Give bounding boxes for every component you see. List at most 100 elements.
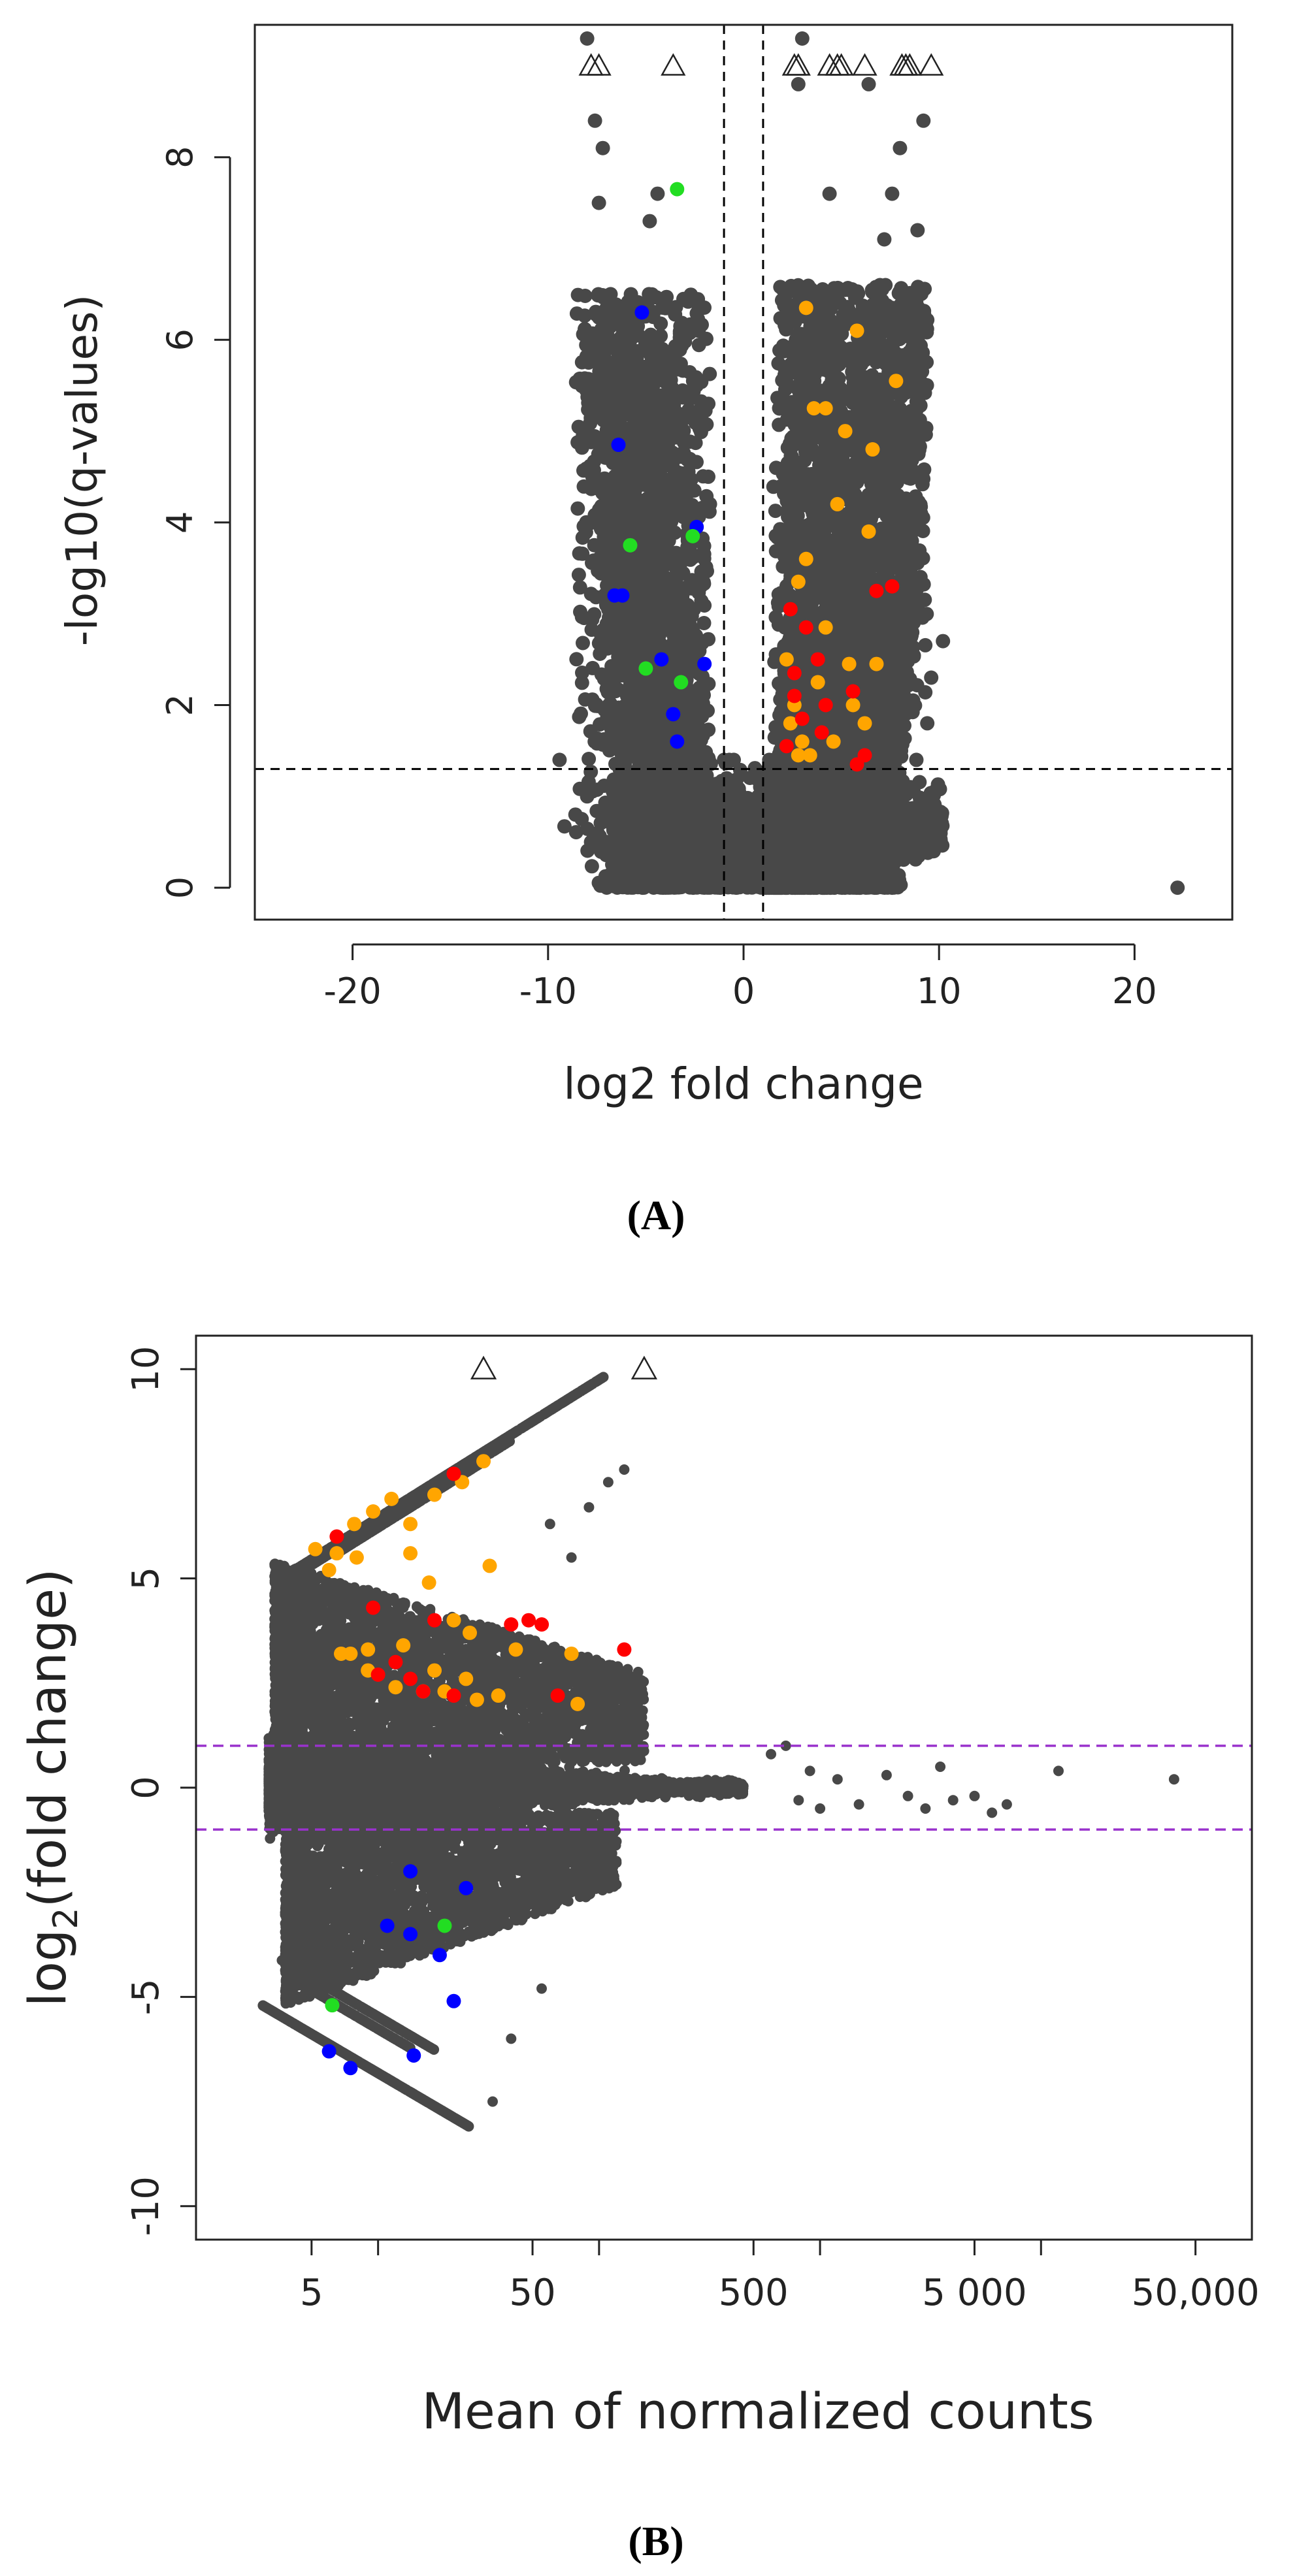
volcano-clipped-triangle-marker [785,53,811,76]
ma-highlight-point [421,1575,436,1590]
ma-highlight-point [446,1466,461,1481]
volcano-highlight-point [818,698,833,713]
volcano-highlight-point [845,698,861,713]
volcano-plot-frame [254,24,1234,921]
volcano-highlight-point [830,496,845,511]
ma-highlight-point [446,1613,461,1628]
ma-highlight-point [564,1646,579,1661]
volcano-highlight-point [806,401,821,416]
volcano-x-tick-label: 10 [917,971,962,1012]
volcano-plot-panel: -20 -10 0 10 20 0 2 4 6 8 log2 fold change -log1… [57,24,1234,1238]
volcano-highlight-point [798,300,813,315]
ma-highlight-point [504,1617,519,1632]
ma-x-tick-label: 5 [300,2272,323,2314]
ma-highlight-point [427,1487,442,1502]
volcano-highlight-point [791,574,806,589]
ma-highlight-point [396,1638,411,1653]
ma-highlight-point [403,1546,418,1561]
volcano-highlight-point [697,656,712,671]
volcano-highlight-point [798,551,813,566]
ma-highlight-point [380,1918,395,1933]
volcano-highlight-point [889,374,904,389]
volcano-highlight-point [818,620,833,635]
ma-highlight-point [388,1680,403,1695]
ma-highlight-point [446,1993,461,2008]
ma-highlight-point [403,1864,418,1879]
ma-clipped-markers [470,1355,658,1379]
volcano-x-axis-label: log2 fold change [563,1059,923,1109]
ma-highlight-point [366,1504,381,1519]
ma-y-tick-label: 0 [125,1776,167,1799]
ma-highlight-point [617,1642,632,1657]
volcano-clipped-triangle-marker [919,53,944,76]
volcano-highlight-point [869,656,884,671]
volcano-y-tick-label: 4 [159,511,201,534]
ma-highlight-point [462,1625,477,1640]
volcano-y-tick-label: 6 [159,329,201,351]
ma-x-tick-label: 50 [509,2272,555,2314]
ma-y-tick-label: 10 [125,1346,167,1393]
ma-highlight-point [388,1654,403,1669]
ma-highlight-point [550,1688,565,1703]
volcano-highlight-point [795,734,810,749]
volcano-highlight-point [802,748,817,763]
ma-background-points [257,1372,1179,2132]
volcano-highlight-point [670,734,685,749]
ma-highlight-point [427,1663,442,1678]
volcano-highlight-point [857,748,872,763]
volcano-highlight-point [779,739,794,754]
ma-highlight-point [329,1529,344,1544]
panel-label-a: (A) [627,1192,685,1238]
ma-reference-lines [196,1745,1252,1831]
ma-highlight-point [329,1546,344,1561]
volcano-background-points [552,31,1185,895]
panel-label-b: (B) [628,2518,683,2564]
volcano-y-tick-label: 8 [159,146,201,169]
volcano-clipped-triangle-marker [852,53,877,76]
volcano-highlight-point [623,538,638,553]
ma-highlight-point [491,1688,506,1703]
volcano-highlight-point [818,401,833,416]
ma-highlight-point [469,1692,484,1707]
ma-highlight-point [508,1642,523,1657]
volcano-highlight-point [783,716,798,731]
volcano-highlight-point [787,666,802,681]
volcano-highlight-point [857,716,872,731]
ma-highlight-point [570,1696,585,1711]
ma-clipped-triangle-marker [631,1355,658,1379]
ma-point-cloud [257,1372,1179,2132]
volcano-highlight-point [885,579,900,594]
volcano-highlight-point [674,675,689,690]
volcano-highlight-point [845,684,861,699]
ma-highlight-point [361,1642,376,1657]
volcano-highlight-point [861,524,876,539]
ma-highlight-point [476,1454,491,1469]
ma-highlight-point [446,1688,461,1703]
ma-y-tick-label: -10 [125,2176,167,2236]
volcano-x-tick-label: -20 [323,971,381,1012]
volcano-y-tick-label: 0 [159,877,201,899]
volcano-highlight-point [842,656,857,671]
volcano-clipped-triangle-marker [661,53,686,76]
volcano-x-tick-label: 0 [732,971,755,1012]
volcano-highlight-point [810,652,825,667]
volcano-highlight-point [865,442,880,457]
ma-highlight-point [384,1491,399,1506]
ma-highlight-point [482,1558,497,1573]
ma-highlight-point [416,1684,431,1699]
ma-clipped-triangle-marker [470,1355,497,1379]
ma-y-tick-label: -5 [125,1978,167,2015]
ma-x-tick-label: 50,000 [1132,2272,1260,2314]
ma-highlight-point [343,2061,358,2076]
ma-highlight-point [343,1646,358,1661]
ma-x-axis: 5 50 500 5 000 50,000 [300,2240,1260,2314]
ma-highlight-point [534,1617,549,1632]
volcano-y-axis-label: -log10(q-values) [57,295,107,647]
volcano-highlight-point [666,707,681,722]
volcano-highlight-point [787,688,802,703]
ma-highlight-point [437,1918,452,1933]
volcano-clipped-markers [578,53,944,76]
ma-highlight-point [349,1550,364,1565]
volcano-clipped-triangle-marker [897,53,923,76]
volcano-highlight-point [849,323,864,338]
